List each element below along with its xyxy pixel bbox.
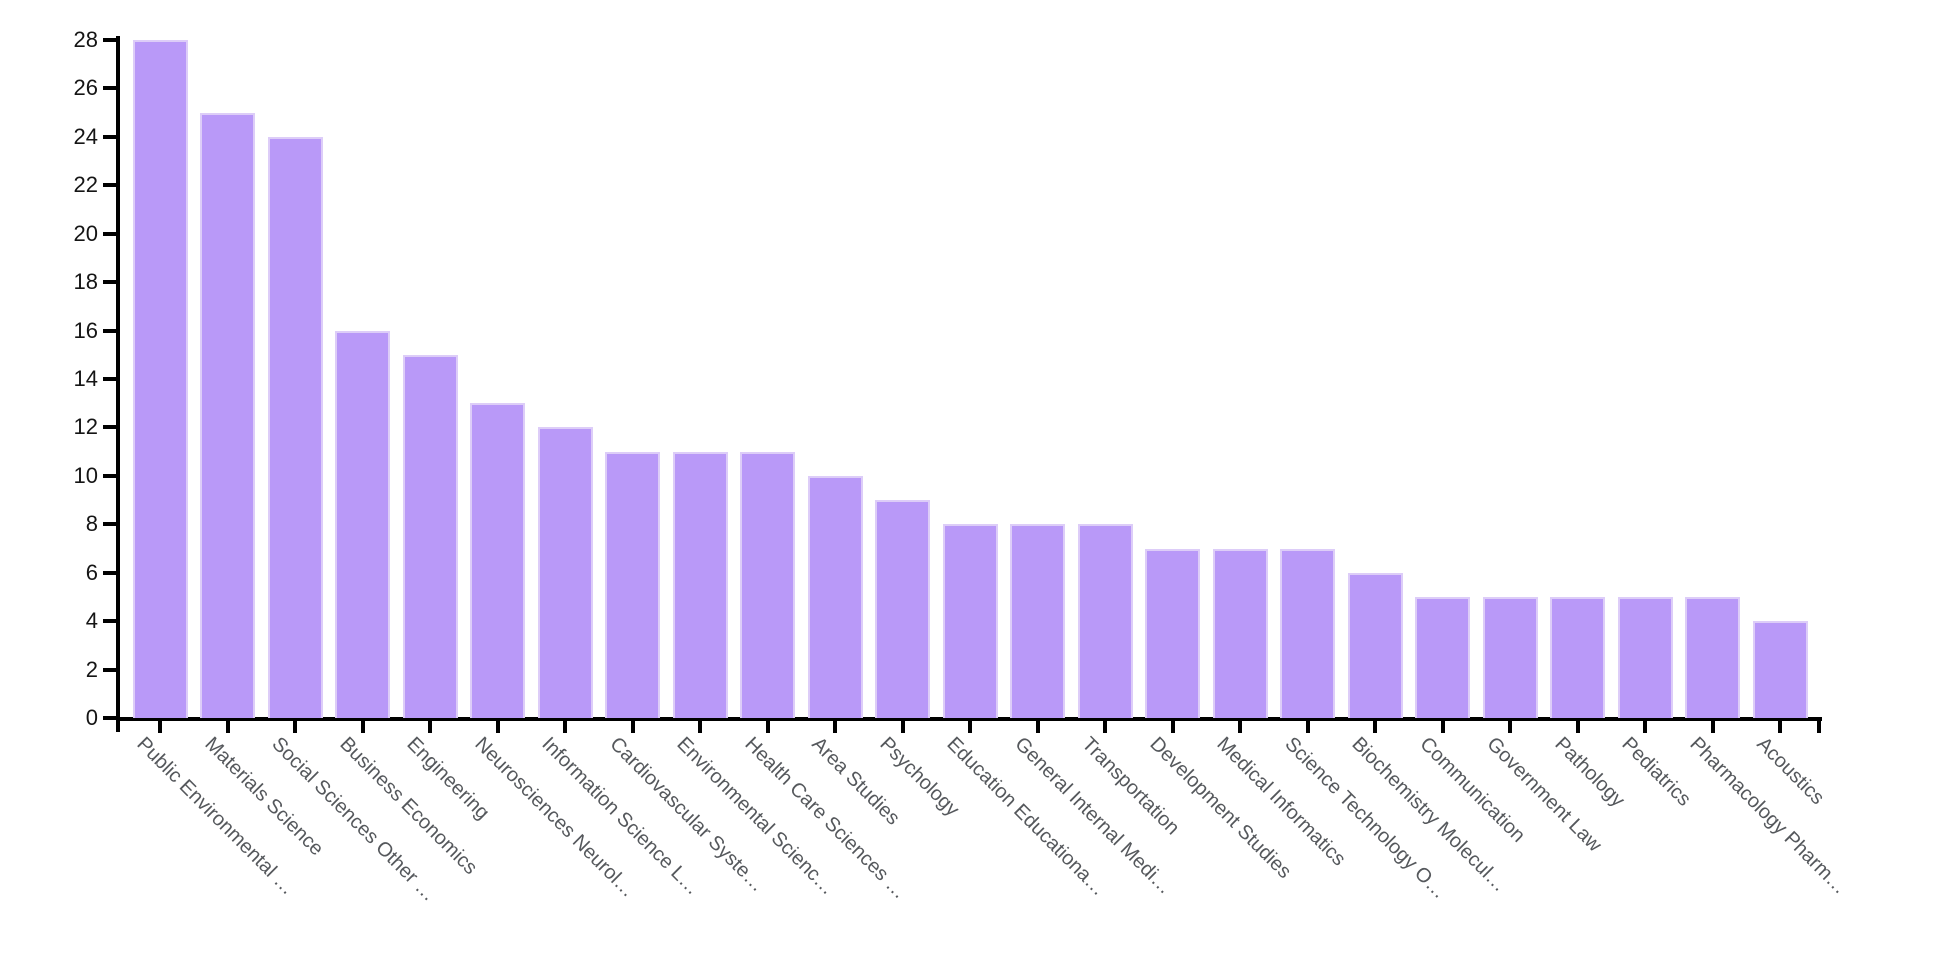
- x-tick: [833, 721, 837, 733]
- y-tick-label: 16: [73, 317, 98, 343]
- y-tick-label: 14: [73, 366, 98, 391]
- bar: [1212, 548, 1268, 718]
- bar: [672, 451, 728, 718]
- y-tick: [103, 425, 116, 430]
- x-tick: [1373, 721, 1377, 733]
- y-tick: [103, 522, 116, 527]
- x-tick: [630, 721, 635, 733]
- bar: [1415, 596, 1470, 718]
- x-tick: [765, 721, 770, 733]
- bar: [1145, 548, 1200, 718]
- x-tick: [563, 721, 567, 733]
- bar: [1617, 596, 1673, 718]
- x-category-label: Medical Informatics: [1212, 733, 1350, 871]
- x-tick: [1305, 721, 1310, 733]
- y-tick-label: 22: [73, 172, 98, 198]
- x-tick: [1170, 721, 1175, 733]
- x-tick: [1710, 721, 1715, 733]
- x-tick: [1778, 721, 1782, 733]
- y-tick-label: 24: [73, 123, 98, 149]
- bar: [402, 354, 458, 718]
- bar: [1482, 596, 1538, 718]
- bar: [335, 330, 390, 718]
- y-tick-label: 8: [85, 511, 98, 537]
- x-axis-line: [116, 717, 1822, 721]
- bar: [1752, 621, 1808, 718]
- x-tick: [1103, 721, 1107, 733]
- y-tick-label: 28: [73, 27, 98, 52]
- y-tick: [103, 280, 116, 285]
- x-category-label: Government Law: [1482, 733, 1606, 857]
- y-tick: [103, 377, 116, 381]
- x-tick: [1440, 721, 1445, 733]
- bar: [537, 427, 593, 718]
- x-tick: [698, 721, 702, 733]
- bar: [1685, 596, 1740, 718]
- x-category-label: Materials Science: [199, 733, 328, 861]
- x-tick: [968, 721, 972, 733]
- y-axis-line: [116, 36, 120, 732]
- y-tick-label: 20: [73, 220, 98, 246]
- x-tick: [1508, 721, 1512, 733]
- y-tick-label: 26: [73, 75, 98, 101]
- bar: [267, 136, 323, 718]
- x-tick: [1643, 721, 1647, 733]
- y-tick: [103, 328, 116, 333]
- y-tick: [103, 134, 116, 139]
- bar: [1550, 596, 1605, 718]
- y-tick-label: 4: [85, 608, 98, 634]
- y-tick: [103, 38, 116, 42]
- bar: [200, 112, 255, 718]
- y-tick-label: 2: [85, 656, 98, 682]
- y-tick-label: 6: [85, 559, 98, 585]
- bar: [740, 451, 795, 718]
- bar: [875, 500, 930, 718]
- y-tick: [103, 231, 116, 236]
- y-tick: [103, 570, 116, 575]
- bar: [132, 40, 188, 718]
- y-tick-label: 12: [73, 414, 98, 440]
- x-tick: [428, 721, 432, 733]
- bar: [1077, 524, 1133, 718]
- bar: [470, 403, 525, 718]
- x-tick: [900, 721, 905, 733]
- x-tick: [225, 721, 230, 733]
- bar: [1347, 572, 1403, 718]
- bar: [605, 451, 660, 718]
- x-tick: [360, 721, 365, 733]
- y-tick-label: 18: [73, 269, 98, 295]
- y-tick: [103, 183, 116, 188]
- x-tick: [495, 721, 500, 733]
- y-tick: [103, 619, 116, 624]
- bar: [1010, 524, 1065, 718]
- bar: [807, 475, 863, 718]
- y-tick: [103, 86, 116, 91]
- x-tick: [293, 721, 297, 733]
- x-category-label: Pediatrics: [1617, 733, 1696, 811]
- x-tick: [1238, 721, 1242, 733]
- y-tick: [103, 473, 116, 478]
- x-tick: [158, 721, 162, 733]
- x-tick: [1035, 721, 1040, 733]
- y-tick: [103, 667, 116, 672]
- y-tick: [103, 716, 116, 720]
- bar: [942, 524, 998, 718]
- y-tick-label: 10: [73, 462, 98, 488]
- x-tick: [1575, 721, 1580, 733]
- y-tick-label: 0: [85, 705, 98, 730]
- x-tick: [1817, 721, 1821, 733]
- bar: [1280, 548, 1335, 718]
